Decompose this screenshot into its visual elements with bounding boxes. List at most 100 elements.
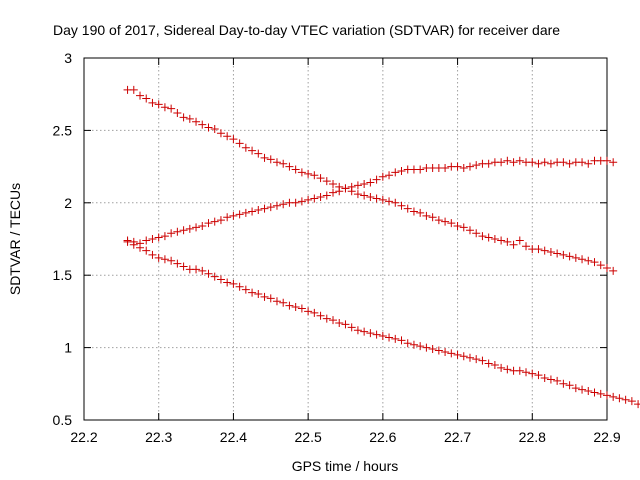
data-point: [634, 400, 640, 409]
data-point: [304, 169, 313, 178]
data-point: [223, 278, 232, 287]
data-point: [385, 333, 394, 342]
data-point: [434, 216, 443, 225]
data-point: [235, 210, 244, 219]
data-point: [136, 91, 145, 100]
data-point: [192, 223, 201, 232]
data-point: [503, 365, 512, 374]
data-point: [559, 379, 568, 388]
data-point: [553, 249, 562, 258]
data-point: [627, 397, 636, 406]
x-axis-label: GPS time / hours: [292, 458, 399, 474]
data-point: [434, 346, 443, 355]
data-point: [416, 208, 425, 217]
x-tick-label: 22.7: [444, 429, 471, 445]
data-point: [596, 389, 605, 398]
data-point: [559, 158, 568, 167]
data-point: [335, 318, 344, 327]
data-point: [615, 394, 624, 403]
data-point: [459, 352, 468, 361]
data-point: [522, 242, 531, 251]
data-point: [329, 188, 338, 197]
data-point: [403, 204, 412, 213]
data-point: [272, 158, 281, 167]
data-point: [602, 391, 611, 400]
data-point: [378, 332, 387, 341]
data-point: [372, 194, 381, 203]
data-point: [584, 159, 593, 168]
data-point: [260, 204, 269, 213]
data-point: [142, 236, 151, 245]
data-point: [322, 314, 331, 323]
data-point: [272, 297, 281, 306]
data-point: [609, 158, 618, 167]
data-point: [553, 376, 562, 385]
data-point: [179, 226, 188, 235]
data-point: [447, 349, 456, 358]
x-tick-label: 22.9: [593, 429, 620, 445]
data-point: [347, 323, 356, 332]
data-point: [441, 217, 450, 226]
data-point: [416, 165, 425, 174]
data-point: [167, 229, 176, 238]
data-point: [198, 120, 207, 129]
data-point: [590, 258, 599, 267]
data-point: [154, 253, 163, 262]
x-tick-label: 22.5: [295, 429, 322, 445]
data-point: [335, 187, 344, 196]
data-point: [353, 326, 362, 335]
data-point: [540, 374, 549, 383]
data-point: [229, 279, 238, 288]
data-point: [266, 155, 275, 164]
data-point: [397, 336, 406, 345]
data-point: [472, 229, 481, 238]
data-point: [353, 181, 362, 190]
data-point: [565, 159, 574, 168]
data-point: [478, 356, 487, 365]
data-point: [540, 246, 549, 255]
data-point: [322, 191, 331, 200]
y-tick-label: 1: [64, 340, 72, 356]
data-point: [248, 288, 257, 297]
data-point: [559, 250, 568, 259]
data-point: [204, 269, 213, 278]
data-point: [416, 342, 425, 351]
data-point: [453, 162, 462, 171]
data-point: [223, 213, 232, 222]
data-point: [210, 272, 219, 281]
data-point: [266, 203, 275, 212]
data-point: [260, 292, 269, 301]
data-point: [129, 85, 138, 94]
data-point: [216, 129, 225, 138]
y-tick-label: 1.5: [53, 267, 73, 283]
data-point: [602, 263, 611, 272]
data-point: [621, 395, 630, 404]
data-point: [204, 123, 213, 132]
data-point: [279, 298, 288, 307]
data-point: [578, 385, 587, 394]
data-point: [297, 197, 306, 206]
data-point: [235, 282, 244, 291]
data-point: [528, 158, 537, 167]
data-point: [248, 207, 257, 216]
data-point: [391, 334, 400, 343]
data-point: [285, 301, 294, 310]
data-point: [409, 207, 418, 216]
axis-ticks: 22.2 22.3 22.4 22.5 22.6 22.7 22.8 22.90.511.52…: [53, 50, 621, 445]
data-point: [459, 164, 468, 173]
data-point: [241, 208, 250, 217]
data-point: [534, 371, 543, 380]
data-point: [596, 261, 605, 270]
data-point: [160, 232, 169, 241]
data-point: [366, 178, 375, 187]
y-tick-label: 2.5: [53, 122, 73, 138]
data-point: [173, 259, 182, 268]
data-point: [235, 139, 244, 148]
x-tick-label: 22.3: [145, 429, 172, 445]
data-point: [360, 179, 369, 188]
data-point: [266, 294, 275, 303]
data-point: [179, 262, 188, 271]
data-point: [316, 193, 325, 202]
data-point: [385, 197, 394, 206]
